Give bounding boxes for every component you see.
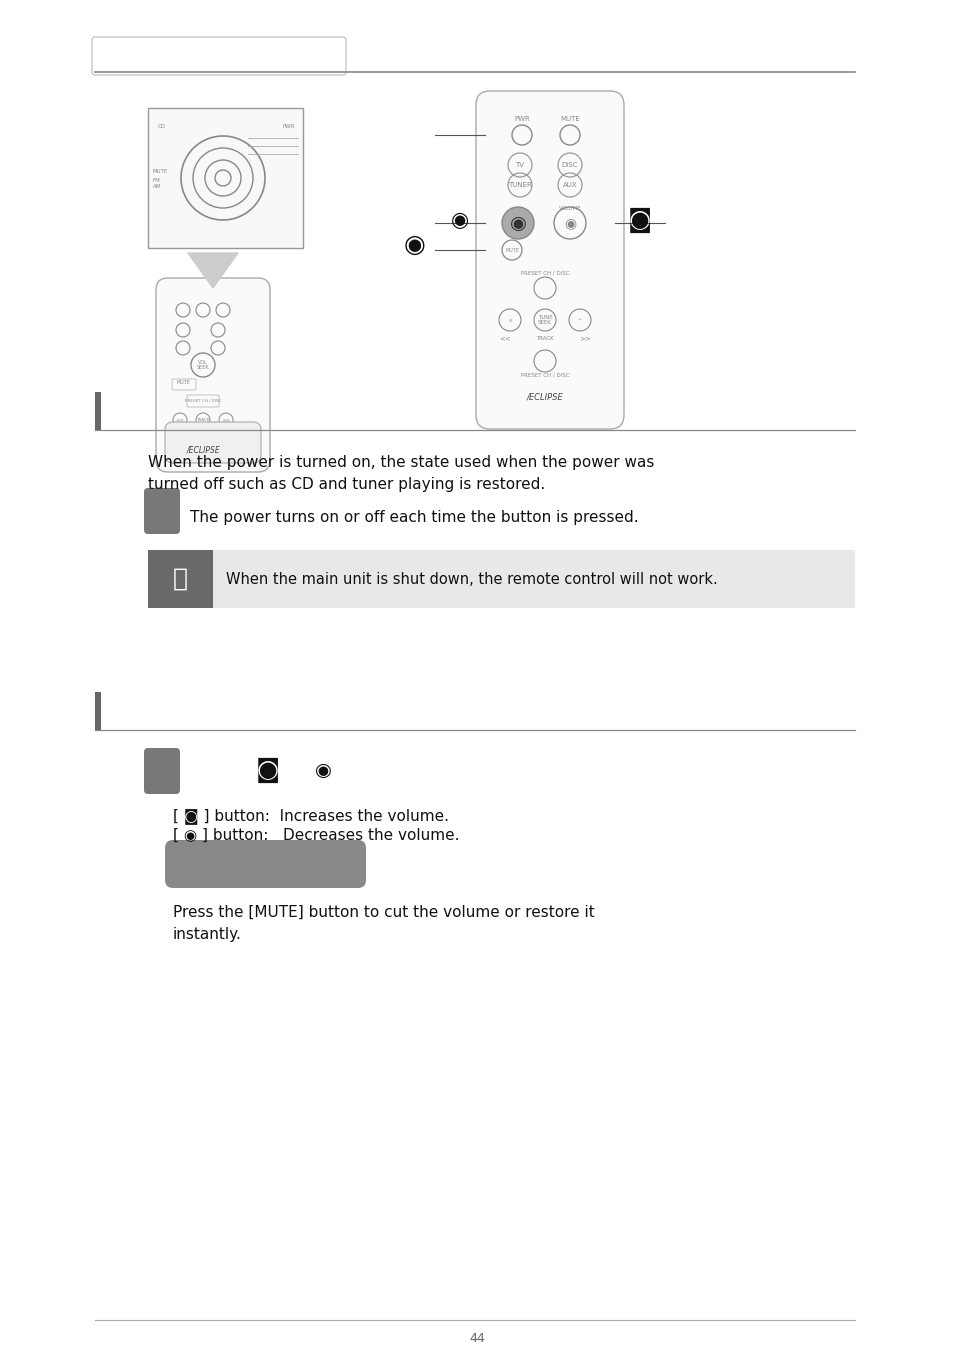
Text: PRESET CH / DISC: PRESET CH / DISC <box>185 398 221 402</box>
Text: FM
AM: FM AM <box>152 179 161 188</box>
Text: TUNE
SEEK: TUNE SEEK <box>537 314 552 325</box>
Text: >>: >> <box>578 335 590 341</box>
Text: PWR: PWR <box>514 117 529 122</box>
Text: <<: << <box>498 335 511 341</box>
Text: ◉: ◉ <box>451 210 469 230</box>
FancyBboxPatch shape <box>156 278 270 472</box>
Text: PWR: PWR <box>283 125 295 129</box>
Text: v: v <box>508 317 511 322</box>
FancyBboxPatch shape <box>172 379 195 390</box>
Text: TUNER: TUNER <box>508 182 532 188</box>
Text: MUTE: MUTE <box>176 381 190 386</box>
Text: MUTE: MUTE <box>152 169 168 173</box>
Text: 44: 44 <box>469 1332 484 1344</box>
Text: PRESET CH / DISC: PRESET CH / DISC <box>520 271 569 275</box>
Text: [ ◉ ] button:   Decreases the volume.: [ ◉ ] button: Decreases the volume. <box>172 828 459 843</box>
Text: VOL
SEEK: VOL SEEK <box>196 359 209 370</box>
Text: [ ◙ ] button:  Increases the volume.: [ ◙ ] button: Increases the volume. <box>172 808 449 824</box>
FancyBboxPatch shape <box>91 37 346 75</box>
Text: /ECLIPSE: /ECLIPSE <box>526 393 563 401</box>
Polygon shape <box>188 253 237 289</box>
FancyBboxPatch shape <box>187 396 219 406</box>
Bar <box>148 550 854 608</box>
FancyBboxPatch shape <box>144 488 180 534</box>
Bar <box>148 550 213 608</box>
Circle shape <box>501 207 534 238</box>
FancyBboxPatch shape <box>165 840 366 888</box>
Bar <box>148 108 303 248</box>
Text: When the main unit is shut down, the remote control will not work.: When the main unit is shut down, the rem… <box>226 572 717 587</box>
FancyBboxPatch shape <box>187 425 219 438</box>
Text: Press the [MUTE] button to cut the volume or restore it: Press the [MUTE] button to cut the volum… <box>172 905 594 920</box>
Bar <box>95 392 101 430</box>
Text: MUTE: MUTE <box>504 248 518 252</box>
Text: ◙: ◙ <box>627 207 652 233</box>
Text: instantly.: instantly. <box>172 927 242 942</box>
Text: VOLUME: VOLUME <box>558 206 580 211</box>
Text: ◉: ◉ <box>509 214 526 233</box>
Text: MUTE: MUTE <box>559 117 579 122</box>
Text: AUX: AUX <box>562 182 577 188</box>
Text: TRACK: TRACK <box>196 417 210 421</box>
Text: CD: CD <box>158 125 166 129</box>
Text: ^: ^ <box>578 317 581 322</box>
Text: TRACK: TRACK <box>536 336 554 340</box>
Text: DISC: DISC <box>561 163 578 168</box>
FancyBboxPatch shape <box>144 748 180 794</box>
Text: The power turns on or off each time the button is pressed.: The power turns on or off each time the … <box>190 509 638 524</box>
Text: TV: TV <box>515 163 524 168</box>
Text: ◉: ◉ <box>563 215 576 230</box>
Text: ◉: ◉ <box>404 233 425 257</box>
Text: ◉: ◉ <box>314 760 331 779</box>
Text: <<: << <box>175 417 185 423</box>
Text: PRESET CH / DISC: PRESET CH / DISC <box>520 373 569 378</box>
Text: When the power is turned on, the state used when the power was: When the power is turned on, the state u… <box>148 455 654 470</box>
Text: turned off such as CD and tuner playing is restored.: turned off such as CD and tuner playing … <box>148 477 545 492</box>
FancyBboxPatch shape <box>165 421 261 463</box>
Text: ◙: ◙ <box>255 757 280 783</box>
Text: 📖: 📖 <box>172 566 188 591</box>
Text: /ECLIPSE: /ECLIPSE <box>186 446 219 454</box>
Bar <box>95 692 101 730</box>
FancyBboxPatch shape <box>476 91 623 430</box>
Text: >>: >> <box>221 417 231 423</box>
